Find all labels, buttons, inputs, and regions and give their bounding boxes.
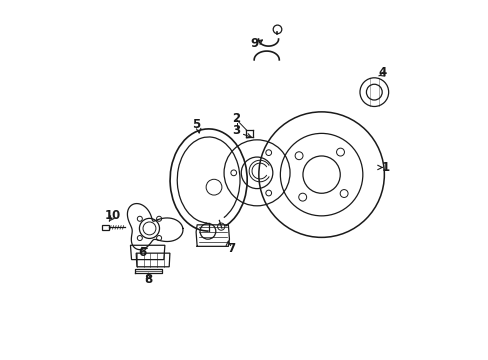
Text: 5: 5 bbox=[192, 118, 200, 131]
Text: 4: 4 bbox=[378, 66, 386, 79]
Text: 8: 8 bbox=[144, 273, 152, 286]
Text: 3: 3 bbox=[232, 124, 240, 137]
Text: 7: 7 bbox=[226, 242, 234, 255]
Text: 1: 1 bbox=[381, 161, 389, 174]
Text: 9: 9 bbox=[249, 36, 258, 50]
Text: 6: 6 bbox=[138, 246, 146, 259]
FancyBboxPatch shape bbox=[102, 225, 109, 230]
Text: 10: 10 bbox=[104, 210, 121, 222]
Text: 2: 2 bbox=[232, 112, 240, 125]
